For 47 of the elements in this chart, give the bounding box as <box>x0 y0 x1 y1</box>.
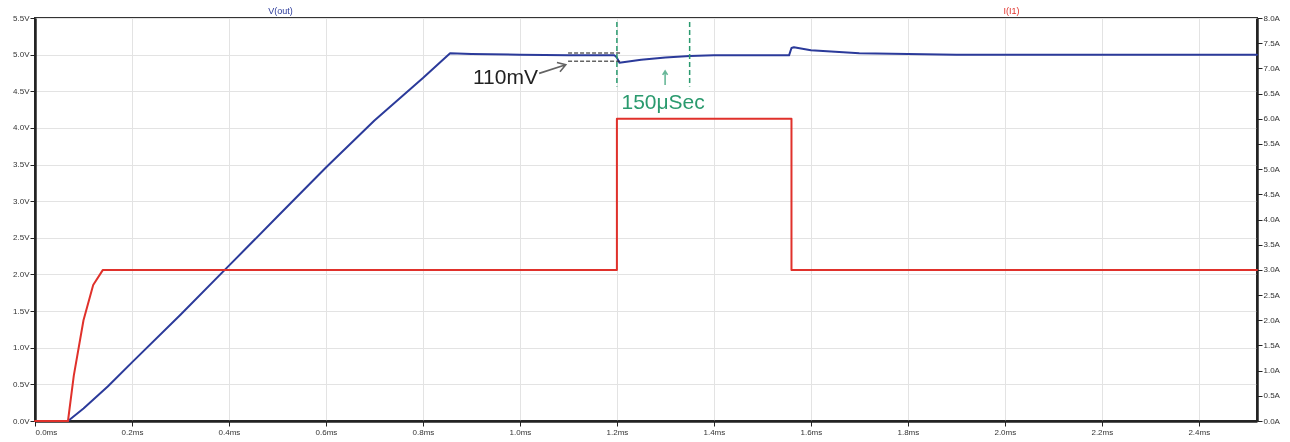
x-tick-label: 2.4ms <box>1188 427 1211 437</box>
x-tick-label: 0.6ms <box>315 427 338 437</box>
y-tick-label: 3.0V <box>13 196 31 206</box>
y2-tick-label: 4.5A <box>1263 189 1281 199</box>
y-tick-label: 2.5V <box>13 233 31 243</box>
y2-tick-label: 1.5A <box>1263 340 1281 350</box>
y2-tick-label: 6.0A <box>1263 114 1281 124</box>
y2-tick-label: 1.0A <box>1263 366 1281 376</box>
y2-tick-label: 2.0A <box>1263 315 1281 325</box>
y2-tick-label: 3.5A <box>1263 240 1281 250</box>
line-series <box>66 46 1258 422</box>
y2-tick-label: 7.0A <box>1263 63 1281 73</box>
x-tick-label: 1.2ms <box>606 427 629 437</box>
y-tick-label: 1.0V <box>13 343 31 353</box>
x-tick-label: 0.4ms <box>218 427 241 437</box>
x-tick-label: 1.4ms <box>703 427 726 437</box>
y-tick-label: 3.5V <box>13 160 31 170</box>
y2-tick-label: 7.5A <box>1263 38 1281 48</box>
y2-tick-label: 3.0A <box>1263 265 1281 275</box>
y-tick-label: 0.0V <box>13 416 31 426</box>
text: V(out) <box>268 6 293 16</box>
x-tick-label: 0.0ms <box>35 427 58 437</box>
x-tick-label: 0.2ms <box>121 427 144 437</box>
text: I(I1) <box>1003 6 1020 16</box>
y-tick-label: 4.5V <box>13 86 31 96</box>
annotation: 110mV <box>472 65 538 89</box>
y-tick-label: 0.5V <box>13 379 31 389</box>
y-tick-label: 4.0V <box>13 123 31 133</box>
y-tick-label: 1.5V <box>13 306 31 316</box>
y2-tick-label: 5.0A <box>1263 164 1281 174</box>
x-tick-label: 2.2ms <box>1091 427 1114 437</box>
x-tick-label: 0.8ms <box>412 427 435 437</box>
y2-tick-label: 4.0A <box>1263 215 1281 224</box>
y2-tick-label: 8.0A <box>1263 13 1281 23</box>
y2-tick-label: 2.5A <box>1263 290 1281 300</box>
y-tick-label: 5.5V <box>13 13 31 23</box>
x-tick-label: 1.8ms <box>897 427 920 437</box>
y2-tick-label: 5.5A <box>1263 139 1281 149</box>
y2-tick-label: 0.0A <box>1263 416 1281 426</box>
y-tick-label: 5.0V <box>13 50 31 60</box>
y-tick-label: 2.0V <box>13 269 31 279</box>
y2-tick-label: 6.5A <box>1263 89 1281 99</box>
x-tick-label: 1.6ms <box>800 427 823 437</box>
x-tick-label: 1.0ms <box>509 427 532 437</box>
x-tick-label: 2.0ms <box>994 427 1017 437</box>
y2-tick-label: 0.5A <box>1263 391 1281 401</box>
annotation: 150μSec <box>621 90 705 114</box>
